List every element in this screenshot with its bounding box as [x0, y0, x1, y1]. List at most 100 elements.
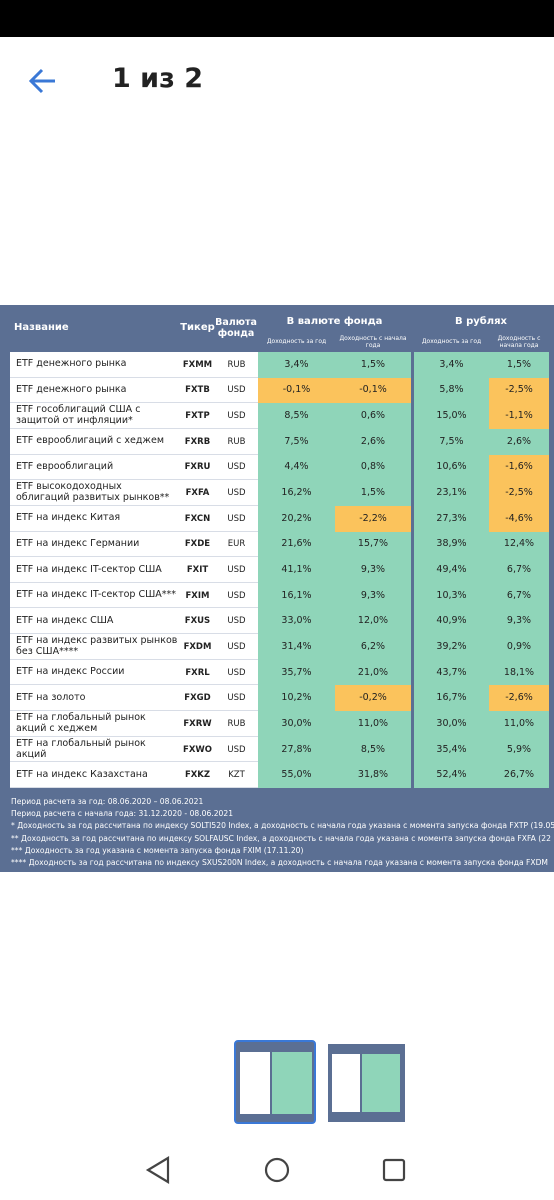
row-bg — [10, 403, 258, 429]
ticker: FXGD — [184, 693, 211, 704]
page-counter: 1 из 2 — [112, 63, 203, 94]
row-bg — [10, 762, 258, 788]
return-cell: 52,4% — [414, 762, 489, 788]
etf-name: ETF на индекс Казахстана — [16, 768, 148, 780]
ticker: FXRW — [183, 718, 212, 729]
ticker: FXIT — [186, 564, 209, 575]
return-cell: 35,7% — [258, 659, 335, 686]
return-cell: 6,7% — [489, 582, 549, 609]
status-bar — [0, 0, 554, 37]
return-cell: 11,0% — [335, 711, 411, 737]
currency: KZT — [228, 770, 245, 781]
return-cell: 27,8% — [258, 736, 335, 763]
row-bg — [10, 531, 258, 558]
ticker: FXDE — [184, 539, 211, 550]
ticker: FXKZ — [184, 770, 211, 781]
return-cell: -2,5% — [489, 480, 549, 506]
row-bg — [10, 352, 258, 378]
group-header: В валюте фонда — [286, 316, 383, 327]
etf-name: ETF на индекс США — [16, 614, 114, 626]
row-bg — [10, 582, 258, 609]
footnote: Период расчета с начала года: 31.12.2020… — [11, 809, 234, 819]
etf-name: ETF на индекс Германии — [16, 537, 140, 549]
row-bg — [10, 454, 258, 481]
return-cell: 23,1% — [414, 480, 489, 506]
etf-name: ETF денежного рынка — [16, 358, 127, 370]
nav-home[interactable] — [264, 1157, 290, 1183]
return-cell: 33,0% — [258, 608, 335, 635]
return-cell: 31,4% — [258, 634, 335, 660]
return-cell: 16,7% — [414, 685, 489, 712]
table-image: Название Тикер Валюта фонда В валюте фонда В… — [0, 305, 554, 872]
ticker: FXCN — [184, 513, 211, 524]
currency: USD — [227, 744, 246, 755]
row-bg — [10, 608, 258, 635]
etf-name: ETF на индекс IT-сектор США — [16, 563, 162, 575]
return-cell: 7,5% — [414, 428, 489, 455]
row-bg — [10, 377, 258, 404]
return-cell: 1,5% — [489, 352, 549, 378]
return-cell: -1,1% — [489, 403, 549, 429]
currency: USD — [227, 411, 246, 422]
return-cell: 16,1% — [258, 582, 335, 609]
return-cell: 3,4% — [258, 352, 335, 378]
ticker: FXWO — [183, 744, 212, 755]
return-cell: 15,7% — [335, 531, 411, 558]
return-cell: 0,6% — [335, 403, 411, 429]
etf-name: ETF гособлигаций США с защитой от инфляц… — [16, 404, 141, 427]
thumbnail[interactable] — [234, 1040, 316, 1124]
footnote: ** Доходность за год рассчитана по индек… — [11, 833, 551, 843]
return-cell: 1,5% — [335, 352, 411, 378]
etf-name: ETF на индекс IT-сектор США*** — [16, 589, 177, 601]
column-header: Название — [14, 322, 69, 333]
ticker: FXIM — [185, 590, 210, 601]
return-cell: 0,8% — [335, 454, 411, 481]
return-cell: -2,5% — [489, 377, 549, 404]
ticker: FXRU — [184, 462, 211, 473]
row-bg — [10, 428, 258, 455]
return-cell: 9,3% — [489, 608, 549, 635]
ticker: FXTB — [185, 385, 210, 396]
return-cell: 18,1% — [489, 659, 549, 686]
column-header: Тикер — [180, 322, 215, 333]
etf-name: ETF на индекс развитых рынков без США***… — [16, 635, 178, 657]
return-cell: 9,3% — [335, 557, 411, 583]
etf-name: ETF высокодоходных облигаций развитых ры… — [16, 481, 170, 504]
return-cell: 21,0% — [335, 659, 411, 686]
return-cell: 10,2% — [258, 685, 335, 712]
thumbnail[interactable] — [328, 1044, 405, 1122]
ticker: FXMM — [182, 359, 213, 370]
row-bg — [10, 736, 258, 763]
return-cell: -0,1% — [335, 377, 411, 404]
return-cell: 2,6% — [489, 428, 549, 455]
ticker: FXFA — [185, 488, 210, 499]
return-cell: 43,7% — [414, 659, 489, 686]
return-cell: 7,5% — [258, 428, 335, 455]
return-cell: -0,1% — [258, 377, 335, 404]
sub-header: Доходность с начала года — [339, 334, 407, 349]
etf-name: ETF еврооблигаций — [16, 460, 114, 472]
return-cell: 55,0% — [258, 762, 335, 788]
ticker: FXUS — [184, 616, 211, 627]
return-cell: 8,5% — [258, 403, 335, 429]
etf-name: ETF на глобальный рынок акций с хеджем — [16, 711, 146, 734]
return-cell: -2,6% — [489, 685, 549, 712]
return-cell: 41,1% — [258, 557, 335, 583]
back-button[interactable] — [28, 66, 58, 96]
return-cell: 21,6% — [258, 531, 335, 558]
return-cell: 27,3% — [414, 505, 489, 532]
row-bg — [10, 634, 258, 660]
nav-back[interactable] — [145, 1156, 170, 1184]
currency: USD — [227, 564, 246, 575]
return-cell: 16,2% — [258, 480, 335, 506]
currency: USD — [227, 641, 246, 652]
ticker: FXTP — [185, 411, 210, 422]
return-cell: 5,8% — [414, 377, 489, 404]
etf-name: ETF на глобальный рынок акций — [16, 737, 146, 760]
group-header: В рублях — [455, 316, 507, 327]
return-cell: 12,4% — [489, 531, 549, 558]
currency: RUB — [227, 359, 246, 370]
nav-recent[interactable] — [382, 1158, 406, 1182]
row-bg — [10, 711, 258, 737]
